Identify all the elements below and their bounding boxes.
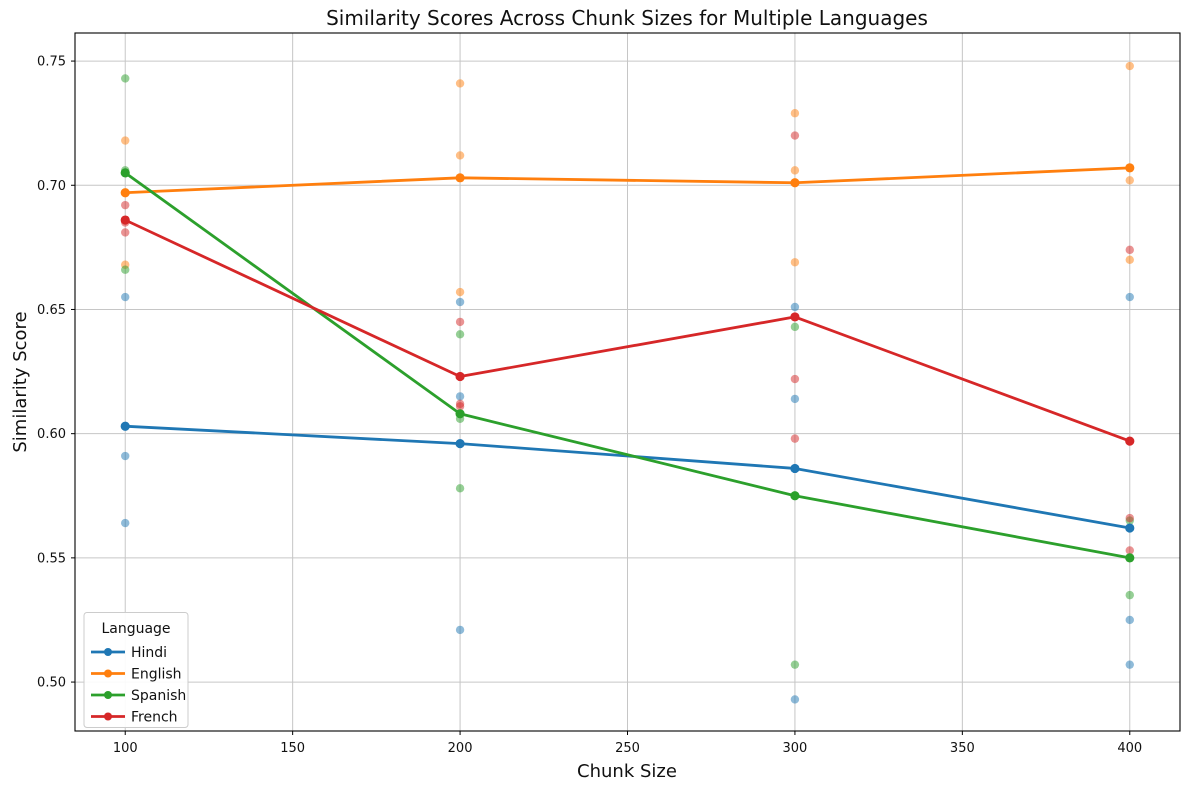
scatter-point-english — [790, 109, 800, 118]
y-tick-label: 0.75 — [37, 55, 66, 70]
scatter-point-hindi — [455, 392, 465, 401]
axis-layer: 0.50 0.55 0.60 0.65 0.70 0.75 100 150 200 250 300 3… — [37, 55, 1142, 756]
scatter-point-french — [790, 131, 800, 140]
scatter-point-english — [790, 166, 800, 175]
scatter-point-english — [1125, 255, 1134, 264]
legend-label-french: French — [131, 710, 178, 726]
series-line-french — [123, 218, 1132, 443]
chart-title: Similarity Scores Across Chunk Sizes for… — [326, 6, 928, 30]
scatter-point-spanish — [790, 322, 800, 332]
legend-marker-dot-hindi — [104, 648, 112, 656]
scatter-point-hindi — [1125, 615, 1134, 625]
y-tick-label: 0.65 — [37, 303, 66, 318]
x-tick-label: 350 — [950, 741, 975, 756]
scatter-point-english — [1125, 61, 1134, 71]
line-marker-hindi — [790, 463, 800, 474]
scatter-point-english — [455, 151, 465, 160]
scatter-point-french — [1125, 513, 1134, 523]
series-line-spanish — [123, 171, 1132, 560]
line-marker-spanish — [1125, 553, 1135, 563]
scatter-point-spanish — [790, 660, 800, 669]
scatter-point-english — [790, 258, 800, 267]
scatter-point-hindi — [455, 625, 465, 635]
scatter-point-french — [790, 374, 800, 384]
scatter-point-hindi — [1125, 660, 1134, 669]
data-layer — [120, 61, 1135, 704]
scatter-point-hindi — [121, 292, 130, 302]
scatter-point-spanish — [121, 265, 130, 274]
legend-label-english: English — [131, 667, 182, 683]
scatter-point-hindi — [121, 451, 130, 461]
y-tick-label: 0.60 — [37, 427, 66, 442]
x-tick-label: 250 — [615, 741, 640, 756]
line-marker-english — [790, 178, 800, 188]
scatter-point-spanish — [1125, 590, 1134, 600]
legend-title: Language — [101, 621, 170, 637]
line-marker-french — [790, 312, 800, 322]
scatter-point-french — [121, 228, 130, 237]
line-marker-english — [120, 188, 130, 198]
line-marker-french — [120, 215, 130, 225]
y-tick-label: 0.50 — [37, 676, 66, 691]
legend-marker-dot-spanish — [104, 691, 112, 699]
y-axis-label: Similarity Score — [10, 311, 31, 452]
grid-layer — [75, 33, 1180, 731]
scatter-point-spanish — [455, 330, 465, 339]
line-marker-french — [1125, 436, 1135, 446]
scatter-point-french — [790, 434, 800, 443]
scatter-point-hindi — [455, 297, 465, 307]
legend: Language Hindi English Spanish French — [83, 612, 189, 728]
line-marker-spanish — [455, 409, 465, 419]
line-marker-hindi — [1125, 523, 1135, 533]
scatter-point-french — [1125, 245, 1134, 255]
line-marker-spanish — [120, 168, 130, 178]
scatter-point-english — [121, 136, 130, 145]
scatter-point-spanish — [455, 484, 465, 493]
x-axis-label: Chunk Size — [577, 761, 677, 782]
line-marker-english — [1125, 163, 1135, 173]
x-tick-label: 300 — [783, 741, 808, 756]
legend-label-hindi: Hindi — [131, 645, 167, 661]
x-tick-label: 100 — [113, 741, 138, 756]
line-marker-hindi — [120, 421, 130, 431]
scatter-point-english — [455, 287, 465, 297]
scatter-point-hindi — [121, 518, 130, 528]
scatter-point-hindi — [790, 695, 800, 704]
scatter-point-hindi — [790, 394, 800, 404]
scatter-point-french — [455, 317, 465, 327]
scatter-point-french — [455, 402, 465, 411]
y-tick-label: 0.55 — [37, 551, 66, 566]
scatter-point-spanish — [121, 74, 130, 83]
scatter-point-french — [121, 200, 130, 210]
scatter-point-english — [455, 79, 465, 88]
x-tick-label: 150 — [280, 741, 305, 756]
legend-marker-dot-french — [104, 712, 112, 721]
legend-marker-dot-english — [104, 669, 112, 678]
line-marker-spanish — [790, 491, 800, 501]
scatter-point-hindi — [790, 302, 800, 312]
line-marker-french — [455, 371, 465, 382]
scatter-point-french — [1125, 546, 1134, 555]
line-marker-english — [455, 173, 465, 183]
x-tick-label: 200 — [448, 741, 473, 756]
scatter-point-hindi — [1125, 292, 1134, 302]
legend-label-spanish: Spanish — [131, 688, 186, 704]
line-marker-hindi — [455, 439, 465, 449]
x-tick-label: 400 — [1117, 741, 1142, 756]
legend-box — [83, 612, 189, 728]
scatter-point-english — [1125, 176, 1134, 185]
series-line-english — [123, 166, 1132, 195]
y-tick-label: 0.70 — [37, 179, 66, 194]
